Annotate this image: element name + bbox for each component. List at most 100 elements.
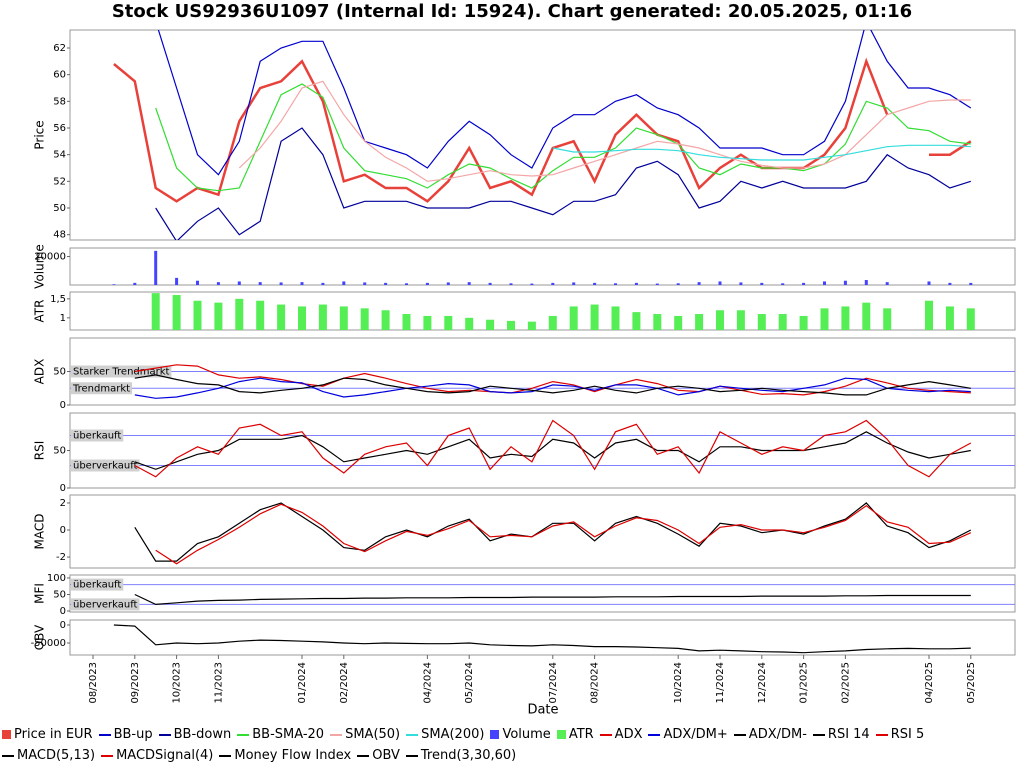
legend-item: MACD(5,13) [2,745,95,766]
x-tick-label: 10/2023 [172,662,183,704]
y-axis-label: Price [33,120,47,149]
legend-swatch [648,733,661,736]
series-line [155,503,972,565]
legend-swatch [556,730,566,739]
series-line [134,419,972,478]
legend-swatch [406,733,419,736]
bar [632,312,641,330]
bar [593,282,597,285]
x-tick-label: 02/2025 [840,662,851,704]
bar [948,282,952,285]
panel: überkauft überverkauft [70,419,1015,478]
bar [298,306,306,330]
y-tick-label: 50 [53,367,66,378]
y-axis-label: ADX [33,359,47,385]
bar [446,282,450,285]
legend-label: OBV [372,748,400,763]
x-tick-label: 01/2024 [297,662,308,704]
y-tick-label: 58 [53,96,66,107]
legend-label: ADX [614,727,643,742]
annotation-bg [71,382,133,395]
y-tick-label: 50 [53,589,66,600]
legend-swatch [101,754,114,757]
legend-swatch [405,754,418,757]
bar [384,282,388,285]
legend-swatch [357,754,370,757]
y-tick-label: -50000 [31,638,66,649]
legend-swatch [158,733,171,736]
x-tick-label: 05/2025 [966,662,977,704]
bar [175,277,179,285]
bar [716,310,724,330]
panel-frame [69,412,1016,489]
legend-item: OBV [357,745,400,766]
annotation-bg [71,598,140,611]
legend-swatch [875,733,888,736]
bar [883,308,892,330]
bar [862,302,871,330]
bar [569,306,578,330]
legend-item: Trend(3,30,60) [405,745,516,766]
y-tick-label: 48 [53,230,66,241]
bar [112,284,116,285]
annotation: überkauft [73,431,121,442]
y-axis-label: ATR [33,300,47,323]
annotation: überverkauft [73,461,138,472]
series-line [134,374,971,396]
bar [360,308,369,330]
bar [799,315,808,330]
x-tick-label: 04/2025 [924,662,935,704]
legend-item: ADX/DM+ [648,724,728,745]
panel-frame [69,247,1016,286]
legend-label: Price in EUR [14,727,93,742]
legend-label: BB-down [173,727,232,742]
y-axis-label: MACD [33,514,47,550]
annotation: überkauft [73,580,121,591]
legend-swatch [330,733,343,736]
bar [488,282,492,285]
legend-swatch [812,733,825,736]
legend: Price in EUR BB-up BB-down BB-SMA-20 SMA(50)… [2,724,1017,766]
annotation: Trendmarkt [72,383,130,394]
y-tick-label: 0 [60,620,66,631]
bar [841,306,850,330]
bar [339,306,348,330]
bar [300,282,304,285]
bar [945,306,954,330]
y-tick-label: 0 [60,483,66,494]
series-line [134,364,971,396]
bar [969,282,973,285]
legend-swatch [599,733,612,736]
y-tick-label: 50 [53,203,66,214]
legend-item: Price in EUR [2,724,93,745]
x-axis-label: Date [527,703,558,718]
bar [966,308,975,330]
bar [402,314,411,330]
x-tick-label: 02/2024 [339,662,350,704]
y-axis-label: Volume [33,244,47,289]
bar [237,281,241,285]
y-tick-label: 62 [53,43,66,54]
y-tick-label: 0 [60,525,66,536]
legend-label: BB-SMA-20 [252,727,325,742]
legend-item: RSI 5 [875,724,924,745]
y-axis-label: MFI [33,583,47,604]
y-axis-label: RSI [33,441,47,461]
legend-label: RSI 14 [827,727,870,742]
bar [760,282,764,285]
bar [321,282,325,285]
legend-label: SMA(50) [345,727,401,742]
bar [216,282,220,285]
bar [467,282,471,285]
y-tick-label: 54 [53,150,66,161]
series-line [552,144,971,161]
bar [444,315,453,330]
y-tick-label: 100 [47,573,66,584]
x-tick-label: 10/2024 [673,662,684,704]
bar [381,310,390,330]
legend-label: ADX/DM- [748,727,807,742]
legend-swatch [237,733,250,736]
bar [172,295,181,330]
bar [318,304,327,330]
panel [112,250,973,285]
